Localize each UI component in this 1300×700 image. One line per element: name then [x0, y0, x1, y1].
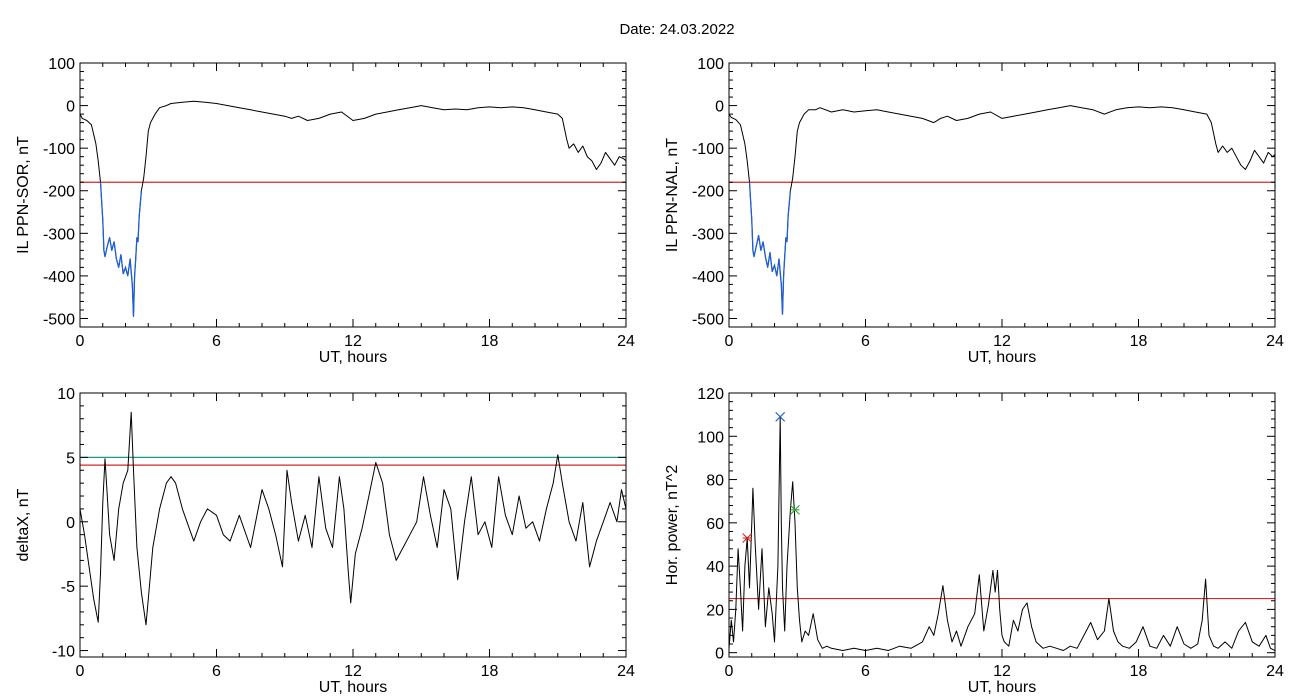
x-axis-label-power: UT, hours — [968, 679, 1036, 696]
x-tick-label-sor-4: 24 — [617, 333, 635, 350]
plot-area-power — [729, 416, 1275, 651]
y-tick-label-power-0: 0 — [715, 646, 724, 663]
y-axis-label-power: Hor. power, nT^2 — [664, 465, 681, 586]
y-tick-label-sor-0: -500 — [43, 311, 75, 328]
x-tick-label-power-2: 12 — [993, 663, 1011, 680]
x-tick-label-deltax-3: 18 — [481, 663, 499, 680]
plot-area-nal — [729, 105, 1275, 315]
x-tick-label-nal-2: 12 — [993, 333, 1011, 350]
panel-deltax: 0 6 12 18 24 -10 -5 0 5 10 UT, hours deltaX, nT — [15, 386, 635, 696]
y-tick-label-sor-5: 0 — [66, 99, 75, 116]
panel-sor: 0 6 12 18 24 -500 -400 -300 -200 -100 0 100 UT, hour… — [15, 56, 635, 366]
x-tick-label-nal-3: 18 — [1130, 333, 1148, 350]
panel-nal: 0 6 12 18 24 -500 -400 -300 -200 -100 0 100 UT, hour… — [664, 56, 1284, 366]
x-tick-label-power-3: 18 — [1130, 663, 1148, 680]
x-tick-label-sor-3: 18 — [481, 333, 499, 350]
y-tick-label-nal-1: -400 — [692, 269, 724, 286]
y-tick-label-deltax-4: 10 — [57, 386, 75, 403]
y-tick-label-nal-3: -200 — [692, 184, 724, 201]
panel-power: 0 6 12 18 24 0 20 40 60 80 100 120 UT, hours Hor. pow… — [664, 386, 1284, 696]
highlight-segment-nal-0 — [748, 182, 792, 315]
y-tick-label-sor-3: -200 — [43, 184, 75, 201]
x-axis-label-sor: UT, hours — [319, 349, 387, 366]
x-tick-label-nal-4: 24 — [1266, 333, 1284, 350]
x-tick-label-power-0: 0 — [725, 663, 734, 680]
y-tick-label-nal-0: -500 — [692, 311, 724, 328]
x-tick-label-deltax-4: 24 — [617, 663, 635, 680]
y-tick-label-nal-5: 0 — [715, 99, 724, 116]
series-line-power-0 — [729, 416, 1275, 651]
y-axis-label-deltax: deltaX, nT — [15, 488, 32, 561]
x-tick-label-nal-1: 6 — [861, 333, 870, 350]
y-tick-label-deltax-1: -5 — [61, 579, 75, 596]
x-axis-label-nal: UT, hours — [968, 349, 1036, 366]
x-tick-label-sor-0: 0 — [76, 333, 85, 350]
marker-power-1 — [775, 411, 786, 422]
figure-title: Date: 24.03.2022 — [619, 21, 734, 38]
x-tick-label-deltax-0: 0 — [76, 663, 85, 680]
y-tick-label-power-6: 120 — [697, 386, 724, 403]
x-axis-label-deltax: UT, hours — [319, 679, 387, 696]
y-tick-label-nal-6: 100 — [697, 56, 724, 73]
y-tick-label-power-5: 100 — [697, 429, 724, 446]
series-line-deltax-0 — [80, 411, 626, 626]
y-tick-label-deltax-0: -10 — [52, 644, 75, 661]
marker-power-2 — [790, 504, 800, 515]
y-tick-label-nal-4: -100 — [692, 141, 724, 158]
y-axis-label-sor: IL PPN-SOR, nT — [15, 136, 32, 254]
x-tick-label-sor-2: 12 — [344, 333, 362, 350]
x-tick-label-deltax-1: 6 — [212, 663, 221, 680]
y-tick-label-power-1: 20 — [706, 602, 724, 619]
x-tick-label-sor-1: 6 — [212, 333, 221, 350]
y-tick-label-sor-2: -300 — [43, 226, 75, 243]
y-tick-label-power-4: 80 — [706, 473, 724, 490]
highlight-segment-sor-0 — [99, 182, 143, 317]
y-tick-label-deltax-3: 5 — [66, 450, 75, 467]
x-tick-label-deltax-2: 12 — [344, 663, 362, 680]
y-tick-label-sor-1: -400 — [43, 269, 75, 286]
y-tick-label-nal-2: -300 — [692, 226, 724, 243]
y-tick-label-deltax-2: 0 — [66, 515, 75, 532]
y-tick-label-power-2: 40 — [706, 559, 724, 576]
y-axis-label-nal: IL PPN-NAL, nT — [664, 138, 681, 252]
y-tick-label-power-3: 60 — [706, 516, 724, 533]
x-tick-label-nal-0: 0 — [725, 333, 734, 350]
y-tick-label-sor-4: -100 — [43, 141, 75, 158]
x-tick-label-power-4: 24 — [1266, 663, 1284, 680]
y-tick-label-sor-6: 100 — [48, 56, 75, 73]
plot-area-sor — [80, 100, 626, 317]
plot-area-deltax — [80, 411, 626, 626]
x-tick-label-power-1: 6 — [861, 663, 870, 680]
marker-power-0 — [742, 533, 753, 543]
